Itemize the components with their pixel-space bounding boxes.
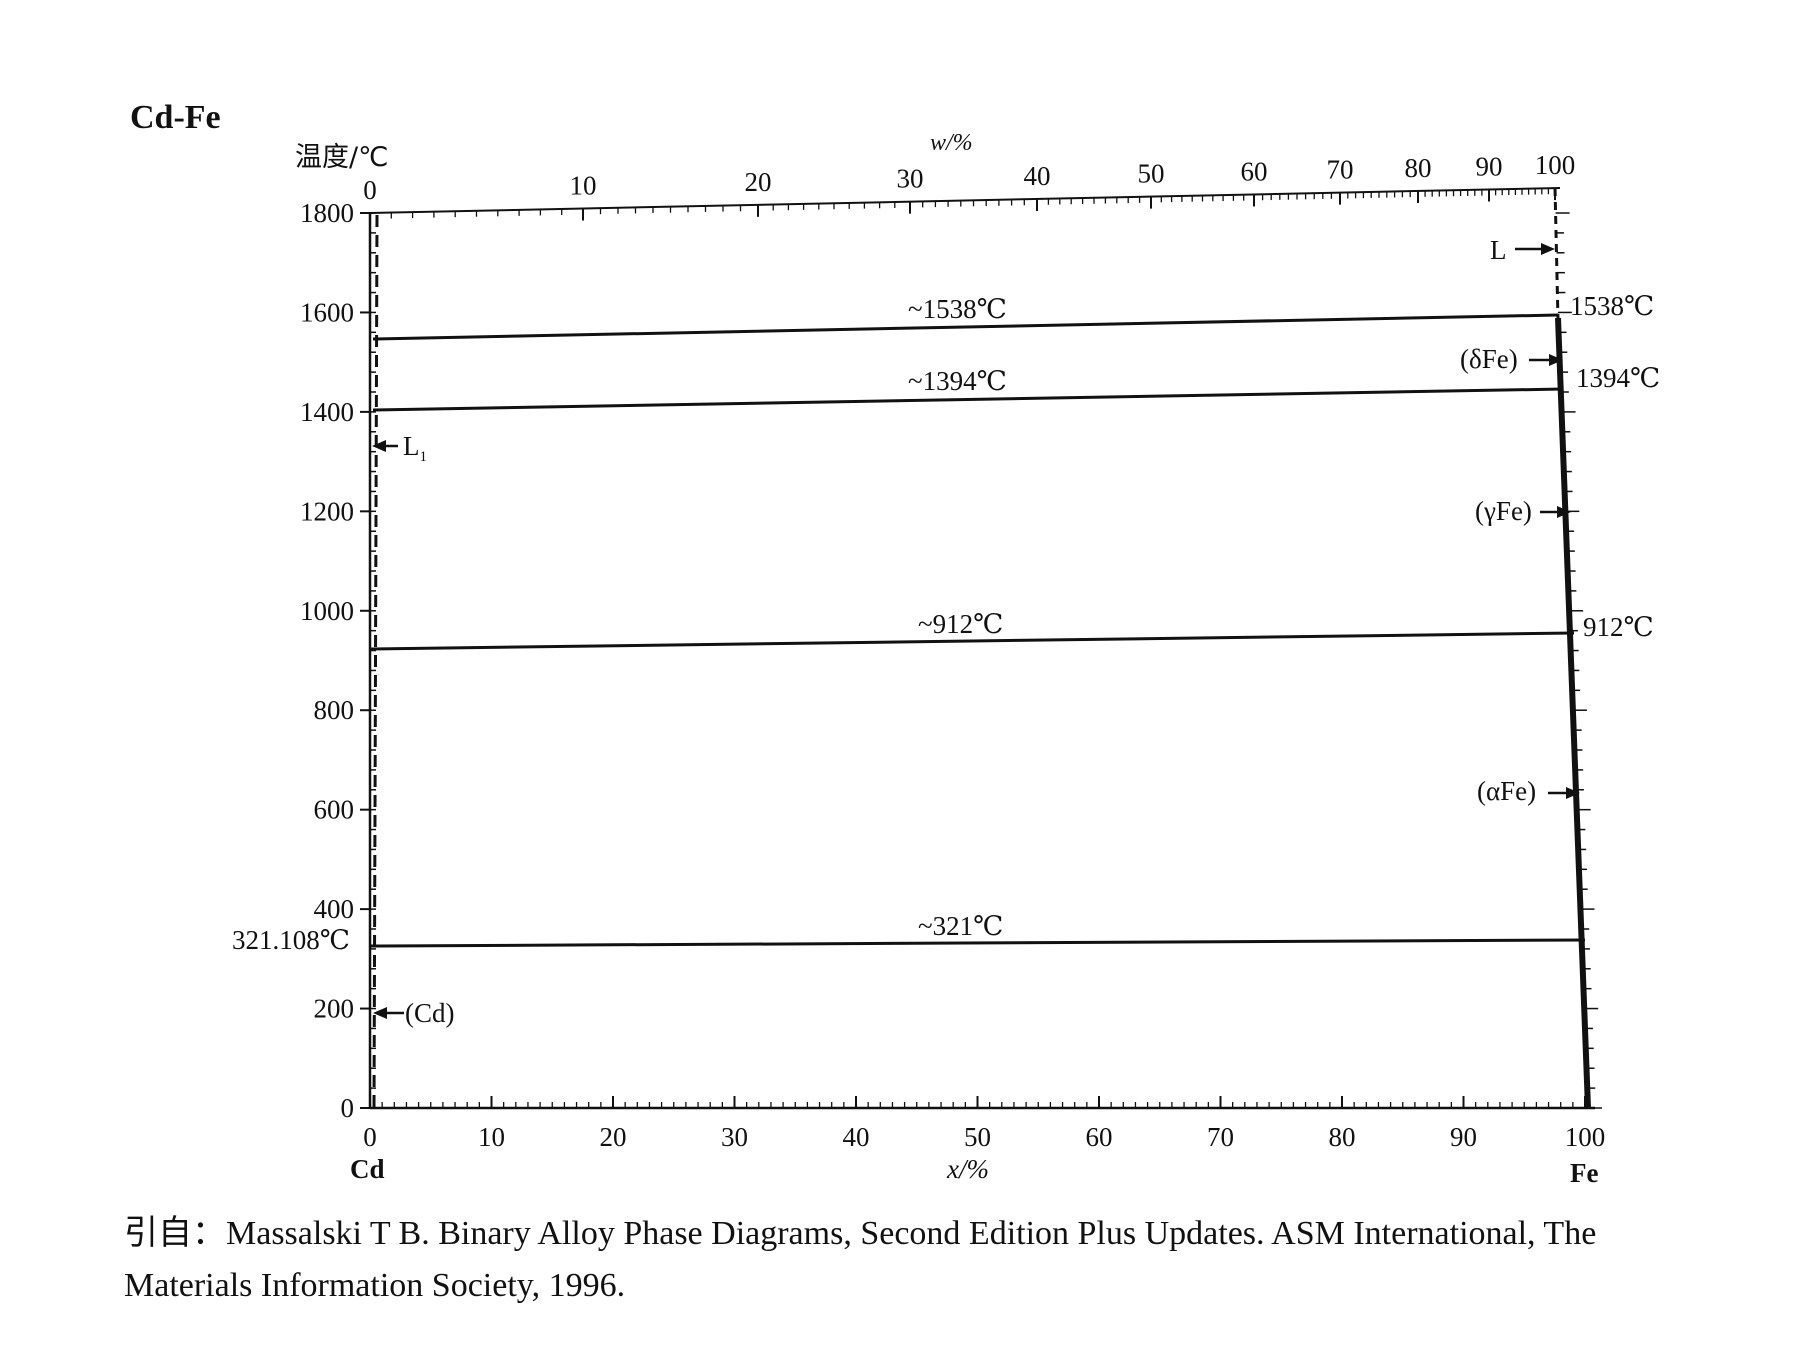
w-tick-label: 100 [1535, 150, 1576, 180]
bottom-axis-label: x/% [946, 1154, 989, 1184]
bottom-axis-ticks: 0 10 20 30 40 50 60 70 80 90 100 [363, 1096, 1605, 1152]
y-axis-ticks: 1800 1600 1400 1200 1000 800 600 400 200 0 [300, 198, 376, 1123]
x-tick-label: 70 [1207, 1122, 1234, 1152]
right-edge-ticks [1555, 212, 1602, 1109]
w-tick-label: 60 [1241, 156, 1268, 186]
x-tick-label: 50 [964, 1122, 991, 1152]
fe-solvus-line [1555, 317, 1591, 1109]
x-tick-label: 30 [721, 1122, 748, 1152]
w-tick-label: 10 [570, 171, 597, 201]
caption-line-2: Materials Information Society, 1996. [124, 1267, 626, 1304]
caption-line-1: 引自：Massalski T B. Binary Alloy Phase Dia… [124, 1215, 1597, 1252]
y-axis-label: 温度/℃ [295, 142, 388, 173]
top-axis-label: w/% [930, 130, 973, 156]
source-caption: 引自：Massalski T B. Binary Alloy Phase Dia… [124, 1208, 1596, 1312]
right-element-label: Fe [1570, 1158, 1598, 1188]
isotherm-321 [369, 938, 1586, 948]
arrowhead-gamma-fe [1557, 506, 1571, 518]
y-tick-label: 1400 [300, 397, 354, 427]
phase-label-L1: L1 [403, 431, 427, 465]
fe-liquid-dashed [1553, 187, 1560, 321]
w-tick-label: 50 [1138, 159, 1165, 189]
y-tick-label: 1800 [300, 198, 354, 228]
w-tick-label: 80 [1405, 153, 1432, 183]
left-temp-321: 321.108℃ [232, 925, 350, 955]
x-tick-label: 40 [843, 1122, 870, 1152]
diagram-title: Cd-Fe [130, 99, 221, 136]
right-temp-1394: 1394℃ [1576, 363, 1660, 393]
isotherm-1538 [372, 313, 1559, 341]
arrowhead-L1 [372, 440, 386, 452]
y-tick-label: 400 [314, 894, 355, 924]
phase-label-delta-fe: (δFe) [1460, 344, 1518, 374]
y-tick-label: 600 [314, 795, 355, 825]
arrowhead-delta-fe [1549, 354, 1563, 366]
arrowhead-alpha-fe [1566, 787, 1580, 799]
phase-label-cd: (Cd) [405, 998, 455, 1028]
left-element-label: Cd [350, 1154, 385, 1184]
w-tick-label: 0 [363, 175, 377, 205]
phase-label-L: L [1490, 235, 1507, 265]
x-tick-label: 80 [1329, 1122, 1356, 1152]
y-tick-label: 200 [314, 994, 355, 1024]
isotherm-label-1538: ~1538℃ [908, 294, 1007, 324]
right-temp-912: 912℃ [1583, 612, 1654, 642]
w-tick-label: 70 [1327, 155, 1354, 185]
y-tick-label: 1600 [300, 297, 354, 327]
x-tick-label: 100 [1565, 1122, 1606, 1152]
isotherm-label-912: ~912℃ [918, 609, 1003, 639]
w-tick-label: 40 [1024, 161, 1051, 191]
x-tick-label: 60 [1086, 1122, 1113, 1152]
phase-label-gamma-fe: (γFe) [1475, 496, 1532, 526]
y-tick-label: 1000 [300, 596, 354, 626]
w-tick-label: 90 [1476, 151, 1503, 181]
top-axis-ticks: 0 10 20 30 40 50 60 70 80 90 100 [363, 150, 1575, 225]
x-tick-label: 90 [1450, 1122, 1477, 1152]
x-tick-label: 20 [600, 1122, 627, 1152]
phase-label-alpha-fe: (αFe) [1477, 776, 1536, 806]
y-tick-label: 0 [341, 1093, 355, 1123]
isotherm-label-321: ~321℃ [918, 911, 1003, 941]
right-temp-1538: 1538℃ [1570, 291, 1654, 321]
isotherm-1394 [372, 387, 1564, 412]
top-axis-line [369, 187, 1561, 214]
isotherm-label-1394: ~1394℃ [908, 366, 1007, 396]
w-tick-label: 30 [897, 164, 924, 194]
isotherm-912 [369, 631, 1575, 651]
y-tick-label: 1200 [300, 496, 354, 526]
x-tick-label: 0 [363, 1122, 377, 1152]
w-tick-label: 20 [745, 167, 772, 197]
x-tick-label: 10 [478, 1122, 505, 1152]
y-tick-label: 800 [314, 695, 355, 725]
arrowhead-L [1541, 243, 1555, 255]
cd-liquidus-dashed [372, 214, 379, 1109]
arrowhead-cd [373, 1007, 387, 1019]
